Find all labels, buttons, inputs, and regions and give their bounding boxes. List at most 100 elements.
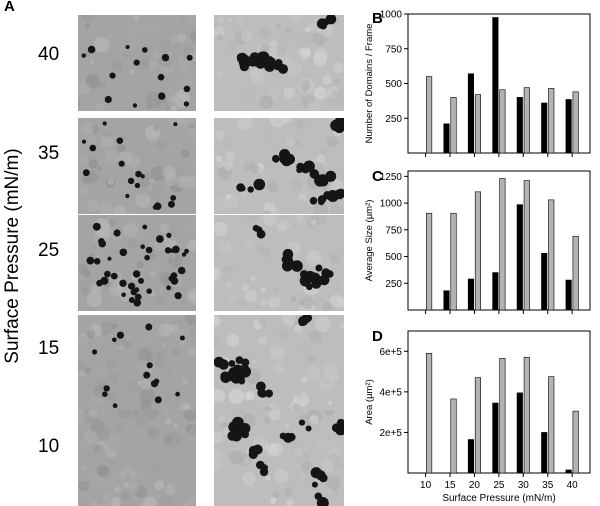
panel-b-bar bbox=[474, 94, 481, 154]
panel-d-xtick-label: 15 bbox=[444, 480, 456, 491]
domain-dot bbox=[92, 349, 98, 355]
domain-dot bbox=[135, 170, 142, 178]
domain-dot bbox=[142, 47, 148, 53]
domain-dot bbox=[138, 277, 144, 284]
domain-dot bbox=[143, 371, 151, 379]
panel-c-ytick-label: 1000 bbox=[380, 199, 403, 210]
domain-dot bbox=[92, 222, 101, 231]
pressure-label-25: 25 bbox=[38, 240, 60, 261]
domain-dot bbox=[256, 381, 266, 392]
domain-dot bbox=[118, 160, 125, 167]
panel-d-xtick-label: 10 bbox=[420, 480, 432, 491]
panel-c-bar bbox=[450, 212, 457, 311]
domain-dot bbox=[184, 248, 189, 254]
domain-dot bbox=[257, 52, 267, 62]
domain-dot bbox=[145, 323, 153, 331]
domain-dot bbox=[110, 272, 118, 280]
micrograph-15-left bbox=[78, 315, 196, 411]
domain-dot bbox=[96, 279, 103, 287]
pressure-label-15: 15 bbox=[38, 338, 60, 359]
domain-dot bbox=[168, 200, 175, 208]
panel-b-bar bbox=[523, 87, 530, 154]
pressure-label-35: 35 bbox=[38, 143, 60, 164]
panel-b-bar bbox=[516, 97, 523, 154]
domain-dot bbox=[112, 403, 118, 409]
domain-dot bbox=[166, 285, 171, 291]
domain-dot bbox=[315, 470, 326, 481]
domain-dot bbox=[86, 256, 95, 265]
panel-b-ylabel: Number of Domains / Frame bbox=[364, 24, 375, 144]
panel-d-bar bbox=[523, 357, 530, 474]
domain-dot bbox=[82, 169, 90, 177]
panel-c-bar bbox=[426, 212, 433, 311]
domain-dot bbox=[315, 264, 323, 272]
domain-dot bbox=[102, 121, 107, 126]
domain-dot bbox=[298, 419, 306, 426]
domain-dot bbox=[241, 430, 249, 439]
domain-dot bbox=[119, 248, 128, 257]
domain-dot bbox=[140, 244, 145, 249]
domain-dot bbox=[130, 288, 137, 296]
panel-d-bar bbox=[492, 402, 499, 474]
domain-dot bbox=[309, 169, 320, 179]
domain-dot bbox=[98, 238, 105, 245]
domain-dot bbox=[181, 252, 187, 257]
domain-dot bbox=[132, 103, 138, 108]
pressure-label-10: 10 bbox=[38, 436, 60, 457]
panel-b-bar bbox=[492, 17, 499, 154]
domain-dot bbox=[134, 293, 142, 301]
domain-dot bbox=[104, 270, 111, 278]
panel-b-bar bbox=[426, 76, 433, 154]
domain-dot bbox=[311, 481, 318, 488]
panel-c-bar bbox=[572, 235, 579, 311]
panel-c-frame bbox=[407, 170, 591, 311]
panel-b-ytick-label: 750 bbox=[385, 44, 402, 55]
panel-b-ytick-label: 1000 bbox=[380, 10, 403, 21]
domain-dot bbox=[140, 174, 145, 179]
panel-c-ylabel: Average Size (µm²) bbox=[364, 200, 375, 282]
domain-dot bbox=[259, 467, 269, 477]
panel-d-bar bbox=[565, 469, 572, 474]
domain-dot bbox=[287, 433, 296, 442]
domain-dot bbox=[121, 292, 126, 298]
micrograph-35-right bbox=[214, 118, 344, 214]
domain-dot bbox=[256, 229, 266, 239]
domain-dot bbox=[150, 380, 159, 388]
domain-dot bbox=[305, 425, 312, 432]
panel-c-ytick-label: 1250 bbox=[380, 172, 403, 183]
panel-d-bar bbox=[467, 439, 474, 474]
domain-dot bbox=[128, 297, 135, 303]
micrograph-10-left bbox=[78, 410, 196, 506]
panel-d-bar bbox=[474, 377, 481, 474]
panel-d-xtick-label: 20 bbox=[469, 480, 481, 491]
domain-dot bbox=[145, 246, 153, 254]
panel-c-bar bbox=[541, 253, 548, 311]
domain-dot bbox=[272, 154, 280, 163]
domain-dot bbox=[89, 144, 97, 152]
panel-c-bar bbox=[443, 290, 450, 311]
domain-dot bbox=[87, 45, 96, 54]
panel-c-bar bbox=[467, 278, 474, 311]
domain-dot bbox=[330, 119, 342, 132]
domain-dot bbox=[309, 197, 318, 205]
micrograph-15-right bbox=[214, 315, 344, 411]
panel-d-bar bbox=[426, 353, 433, 474]
domain-dot bbox=[214, 356, 225, 368]
domain-dot bbox=[235, 356, 244, 364]
panel-b-bar bbox=[572, 91, 579, 154]
domain-dot bbox=[291, 260, 303, 272]
domain-dot bbox=[284, 153, 295, 165]
domain-dot bbox=[154, 396, 162, 404]
panel-b-frame bbox=[407, 13, 591, 154]
domain-dot bbox=[109, 72, 116, 79]
domain-dot bbox=[174, 292, 182, 300]
domain-dot bbox=[325, 15, 337, 25]
domain-dot bbox=[248, 445, 259, 456]
domain-dot bbox=[157, 73, 165, 81]
micrograph-40-right bbox=[214, 15, 344, 111]
domain-dot bbox=[142, 224, 148, 230]
panel-c-letter: C bbox=[372, 168, 383, 185]
panel-b-ytick-label: 500 bbox=[385, 79, 402, 90]
panel-c-bar bbox=[499, 178, 506, 311]
